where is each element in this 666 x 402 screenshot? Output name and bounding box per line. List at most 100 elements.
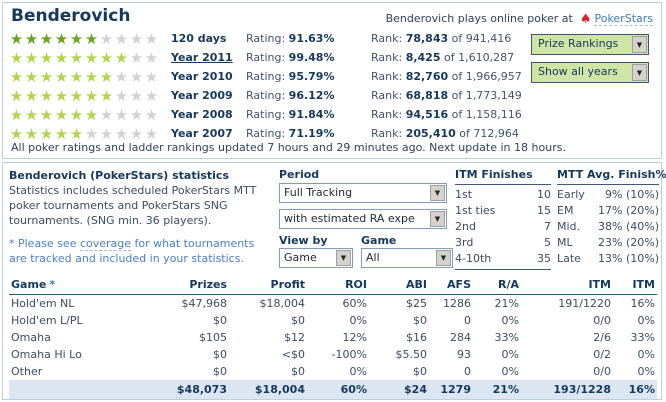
game-select[interactable]: All ▼ <box>361 248 453 268</box>
total-row: $48,073 $18,004 60% $24 1279 21% 193/1228 16% <box>9 380 657 399</box>
rating-period-label: Year 2009 <box>171 89 233 102</box>
itm-finish-label: 1st <box>455 188 473 201</box>
star-icon: ★ <box>9 87 24 105</box>
rank-caption: Rank: <box>371 51 406 64</box>
rating-row: ★ ★ ★ ★ ★ ★ ★ ★ ★ ★ 120 days Rating: 91.63% Rank: 78… <box>9 30 529 49</box>
value-cell: $105 <box>199 331 227 344</box>
period-select[interactable]: Full Tracking ▼ <box>279 183 447 203</box>
star-icon: ★ <box>114 87 129 105</box>
page-title: Benderovich <box>11 6 131 26</box>
rank-number: 68,818 <box>405 89 449 102</box>
star-icon: ★ <box>144 49 159 67</box>
mtt-avg-label: EM <box>557 204 574 217</box>
chevron-down-icon[interactable]: ▼ <box>436 250 451 266</box>
mtt-avg-value: 13% (10%) <box>598 252 659 265</box>
star-icon: ★ <box>9 125 24 143</box>
rating-row: ★ ★ ★ ★ ★ ★ ★ ★ ★ ★ Year 2008 Rating: 91.84% Rank: 9… <box>9 106 529 125</box>
mtt-avg-value: 23% (20%) <box>598 236 659 249</box>
star-icon: ★ <box>24 68 39 86</box>
prize-rankings-label: Prize Rankings <box>538 37 619 50</box>
pokerstars-link[interactable]: PokerStars <box>594 12 653 26</box>
mtt-avg-label: ML <box>557 236 573 249</box>
column-header: AFS <box>429 275 473 295</box>
ratings-panel: Benderovich Benderovich plays online pok… <box>2 2 662 159</box>
coverage-note: * Please see coverage for what tournamen… <box>9 236 275 266</box>
view-by-select[interactable]: Game ▼ <box>279 248 353 268</box>
coverage-note-prefix: * Please see <box>9 237 80 250</box>
period-label: Period <box>279 168 320 181</box>
rank-value: Rank: 68,818 of 1,773,149 <box>371 89 522 102</box>
value-cell: $0 <box>291 365 305 378</box>
mtt-avg-label: Early <box>557 188 585 201</box>
table-row: Other $0 $0 0% $0 0 0% 0/0 0% <box>9 363 657 380</box>
chevron-down-icon[interactable]: ▼ <box>632 64 647 81</box>
rank-value: Rank: 78,843 of 941,416 <box>371 32 511 45</box>
coverage-link[interactable]: coverage <box>79 237 132 251</box>
show-all-years-select[interactable]: Show all years ▼ <box>531 62 649 83</box>
rating-percent: 71.19% <box>288 127 335 140</box>
star-icon: ★ <box>84 125 99 143</box>
rank-caption: Rank: <box>371 89 406 102</box>
show-all-years-label: Show all years <box>538 65 618 78</box>
rating-row: ★ ★ ★ ★ ★ ★ ★ ★ ★ ★ Year 2009 Rating: 96.12% Rank: 6… <box>9 87 529 106</box>
table-row: Omaha Hi Lo $0 <$0 -100% $5.50 93 0% 0/2 0% <box>9 346 657 363</box>
value-cell: $0 <box>213 348 227 361</box>
mtt-avg-row: Early 9% (10%) <box>557 187 659 203</box>
value-cell: $47,968 <box>181 297 228 310</box>
value-cell: 284 <box>450 331 471 344</box>
star-rating: ★ ★ ★ ★ ★ ★ ★ ★ ★ ★ <box>9 87 159 105</box>
chevron-down-icon[interactable]: ▼ <box>336 250 351 266</box>
value-cell: 0/2 <box>593 348 611 361</box>
itm-finish-label: 4-10th <box>455 252 492 265</box>
star-icon: ★ <box>84 87 99 105</box>
star-icon: ★ <box>39 106 54 124</box>
mtt-avg-row: ML 23% (20%) <box>557 235 659 251</box>
value-cell: 191/1220 <box>558 297 611 310</box>
itm-finishes-title: ITM Finishes <box>455 168 551 185</box>
game-stats-table: Game * Prizes Profit ROI ABI AFS R/A ITM ITM Hol… <box>9 275 657 399</box>
chevron-down-icon[interactable]: ▼ <box>632 36 647 53</box>
star-icon: ★ <box>84 68 99 86</box>
star-icon: ★ <box>54 87 69 105</box>
rating-percent: 96.12% <box>288 89 335 102</box>
rating-row: ★ ★ ★ ★ ★ ★ ★ ★ ★ ★ Year 2007 Rating: 71.19% Rank: 2… <box>9 125 529 144</box>
value-cell: 0 <box>464 314 471 327</box>
prize-rankings-select[interactable]: Prize Rankings ▼ <box>531 34 649 55</box>
game-header-text: Game <box>11 278 47 291</box>
column-header: ITM <box>613 275 657 295</box>
rating-caption: Rating: <box>246 70 289 83</box>
ra-expenses-select[interactable]: with estimated RA expe ▼ <box>279 209 447 229</box>
star-icon: ★ <box>114 68 129 86</box>
value-cell: $12 <box>284 331 305 344</box>
rating-period-label[interactable]: Year 2011 <box>171 51 233 64</box>
value-cell: 60% <box>307 380 369 399</box>
star-icon: ★ <box>99 87 114 105</box>
table-row: Hold'em L/PL $0 $0 0% $0 0 0% 0/0 0% <box>9 312 657 329</box>
chevron-down-icon[interactable]: ▼ <box>430 211 445 227</box>
statistics-intro: Benderovich (PokerStars) statistics Stat… <box>9 168 275 266</box>
star-icon: ★ <box>24 106 39 124</box>
itm-finishes-rows: 1st 10 1st ties 15 2nd 7 3rd 5 4-10th 35 <box>455 185 551 270</box>
mtt-avg-finish-title: MTT Avg. Finish% <box>557 168 666 185</box>
itm-finishes-block: ITM Finishes 1st 10 1st ties 15 2nd 7 3rd 5 4-10… <box>455 168 551 270</box>
rating-caption: Rating: <box>246 108 289 121</box>
rating-period-label: Year 2010 <box>171 70 233 83</box>
game-header-asterisk[interactable]: * <box>49 278 56 291</box>
game-cell <box>9 380 149 399</box>
value-cell: 0/0 <box>593 314 611 327</box>
game-column-header: Game * <box>9 275 149 295</box>
table-header-row: Game * Prizes Profit ROI ABI AFS R/A ITM ITM <box>9 275 657 295</box>
star-icon: ★ <box>99 30 114 48</box>
mtt-avg-value: 17% (20%) <box>598 204 659 217</box>
value-cell: $25 <box>406 297 427 310</box>
mtt-avg-row: EM 17% (20%) <box>557 203 659 219</box>
ratings-rows: ★ ★ ★ ★ ★ ★ ★ ★ ★ ★ 120 days Rating: 91.63% Rank: 78… <box>9 30 529 144</box>
statistics-title: Benderovich (PokerStars) statistics <box>9 169 229 182</box>
value-cell: 0% <box>349 365 367 378</box>
star-icon: ★ <box>39 125 54 143</box>
star-icon: ★ <box>9 49 24 67</box>
rating-caption: Rating: <box>246 127 289 140</box>
chevron-down-icon[interactable]: ▼ <box>430 185 445 201</box>
star-icon: ★ <box>129 68 144 86</box>
view-by-select-value: Game <box>284 251 317 264</box>
